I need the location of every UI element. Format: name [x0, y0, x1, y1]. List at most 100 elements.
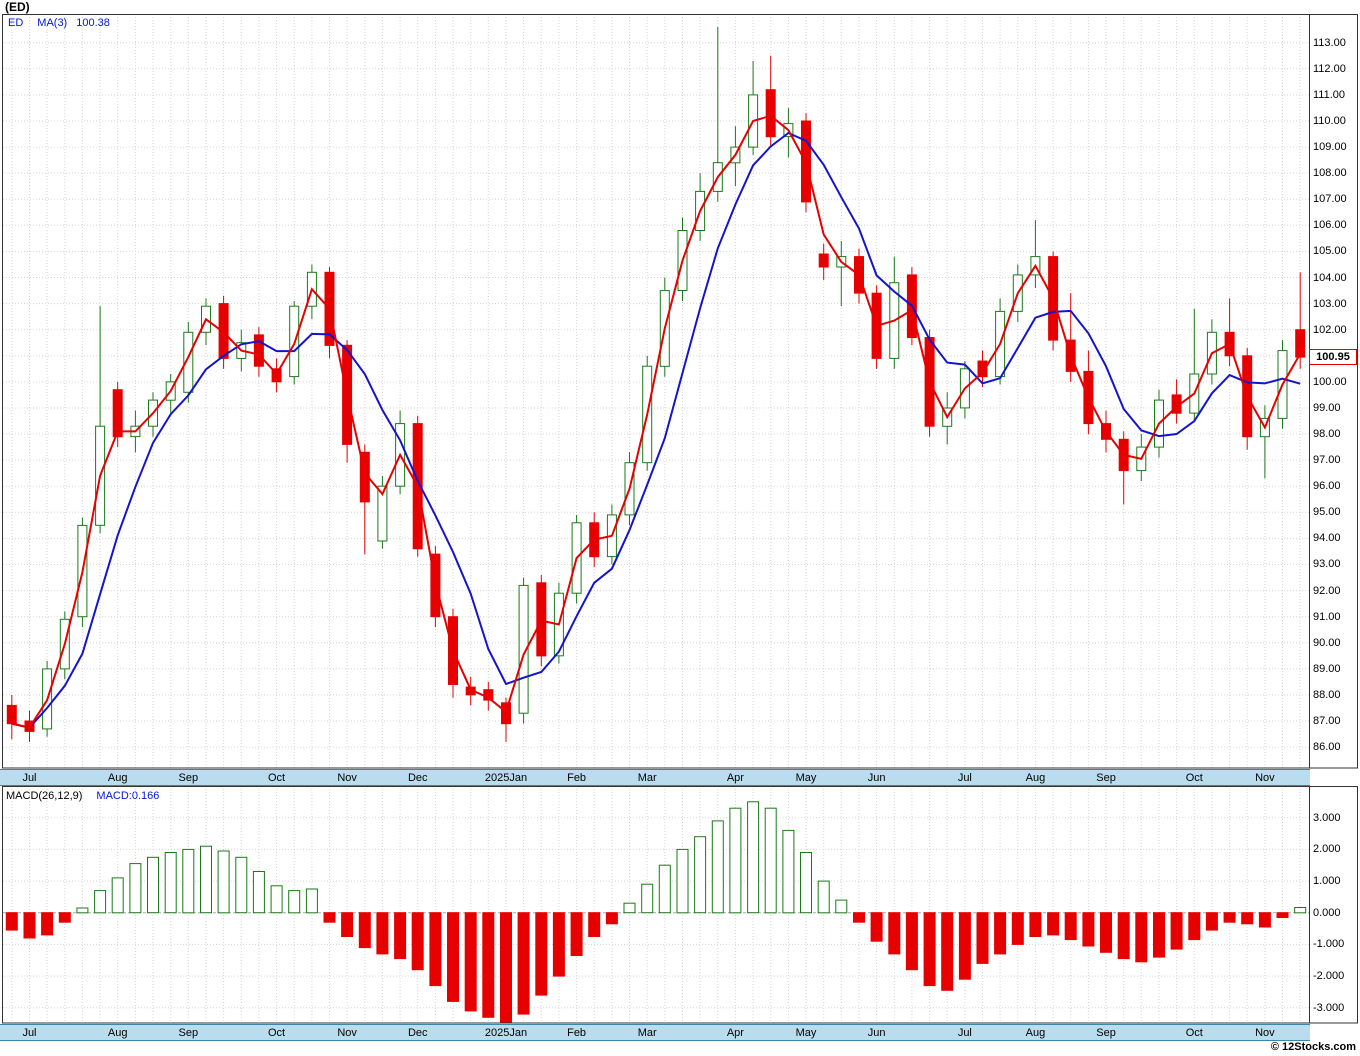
macd-bar — [447, 912, 459, 1002]
month-label: Apr — [726, 772, 744, 784]
month-label: Jul — [22, 772, 37, 784]
macd-bar — [305, 888, 318, 914]
macd-bar — [782, 829, 795, 914]
macd-bar — [58, 912, 71, 923]
macd-bar — [588, 912, 601, 938]
macd-bar — [605, 912, 618, 925]
macd-bar — [76, 907, 89, 914]
month-label: Sep — [1096, 772, 1116, 784]
macd-bar — [376, 912, 389, 955]
page-title: (ED) — [5, 0, 30, 14]
macd-bar — [976, 912, 989, 964]
macd-bar — [217, 850, 230, 914]
month-label: Mar — [637, 1027, 657, 1039]
macd-bar — [482, 912, 495, 1018]
macd-bar — [1047, 912, 1060, 936]
macd-bar — [129, 863, 142, 914]
macd-bar — [1294, 907, 1307, 914]
macd-bar — [182, 848, 195, 914]
macd-bar — [747, 801, 760, 914]
macd-params-label: MACD(26,12,9) — [6, 790, 83, 802]
macd-bar — [1100, 912, 1112, 953]
macd-bar — [517, 912, 530, 1015]
candle-body — [977, 360, 988, 378]
macd-bar — [1011, 912, 1024, 945]
last-price-badge: 100.95 — [1309, 349, 1357, 366]
macd-bar — [552, 912, 565, 977]
month-label: Aug — [107, 1027, 128, 1039]
candle-body — [377, 485, 388, 542]
macd-bar — [1082, 912, 1095, 947]
macd-bar — [941, 912, 954, 991]
macd-bar — [1153, 912, 1165, 958]
candle-body — [765, 89, 776, 138]
price-legend: ED MA(3) 100.38 — [8, 17, 110, 29]
month-label: Dec — [407, 772, 428, 784]
macd-bar — [729, 807, 742, 914]
macd-bar — [1258, 912, 1271, 928]
month-label: Aug — [107, 772, 128, 784]
month-label: Nov — [337, 1027, 357, 1039]
month-label: Jul — [957, 772, 972, 784]
macd-bar — [41, 912, 54, 936]
month-label: 2025Jan — [484, 772, 528, 784]
macd-bar — [905, 912, 918, 971]
month-axis-macd: Jul Aug Sep Oct Nov Dec 2025Jan Feb Mar Apr May Jun… — [0, 1024, 1310, 1041]
candle-body — [1295, 329, 1306, 358]
month-label: May — [795, 1027, 817, 1039]
candle-body — [183, 331, 194, 393]
macd-bar — [429, 912, 442, 987]
month-label: Nov — [1255, 772, 1275, 784]
candles-layer — [6, 27, 1306, 742]
month-label: Oct — [1185, 772, 1203, 784]
macd-bar — [1170, 912, 1183, 950]
macd-bar — [23, 912, 36, 939]
macd-bar — [111, 877, 124, 914]
month-label: Sep — [1096, 1027, 1116, 1039]
macd-bar — [1276, 912, 1289, 919]
candle-body — [536, 582, 547, 657]
macd-bar — [994, 912, 1007, 955]
macd-bar — [252, 871, 265, 914]
month-label: Dec — [407, 1027, 428, 1039]
month-label: Aug — [1025, 1027, 1046, 1039]
month-label: Jul — [957, 1027, 972, 1039]
macd-bar — [323, 912, 336, 923]
macd-bar — [411, 912, 424, 971]
price-panel-border — [2, 14, 1358, 769]
copyright: © 12Stocks.com — [1270, 1041, 1356, 1053]
macd-bar — [923, 912, 936, 987]
macd-bar — [870, 912, 883, 942]
symbol-label: ED — [8, 17, 24, 29]
candle-body — [6, 704, 17, 725]
macd-bar — [835, 899, 848, 914]
macd-bar — [764, 807, 777, 914]
macd-legend: MACD(26,12,9) MACD:0.166 — [6, 790, 159, 802]
macd-bar — [1205, 912, 1218, 931]
macd-bar — [1241, 912, 1254, 925]
month-label: Sep — [178, 772, 199, 784]
month-label: Oct — [267, 1027, 286, 1039]
month-label: Oct — [267, 772, 286, 784]
macd-bar — [1029, 912, 1042, 938]
candle-body — [112, 389, 123, 438]
macd-bar — [800, 852, 812, 914]
macd-bar — [817, 880, 830, 914]
macd-bar — [1223, 912, 1236, 923]
macd-bar — [623, 902, 636, 914]
month-label: Apr — [726, 1027, 744, 1039]
macd-bar — [888, 912, 901, 955]
macd-bar — [270, 885, 283, 914]
ma3-line — [11, 131, 1301, 729]
macd-bar — [164, 852, 177, 914]
candle-body — [501, 702, 511, 725]
month-label: 2025Jan — [484, 1027, 528, 1039]
macd-histogram-layer — [5, 801, 1307, 1023]
macd-bar — [570, 912, 583, 957]
month-label: Feb — [567, 772, 587, 784]
ma-label: MA(3) — [37, 17, 68, 29]
macd-bar — [1117, 912, 1130, 960]
month-label: Jun — [867, 772, 886, 784]
candle-body — [518, 584, 529, 714]
month-label: Sep — [178, 1027, 199, 1039]
